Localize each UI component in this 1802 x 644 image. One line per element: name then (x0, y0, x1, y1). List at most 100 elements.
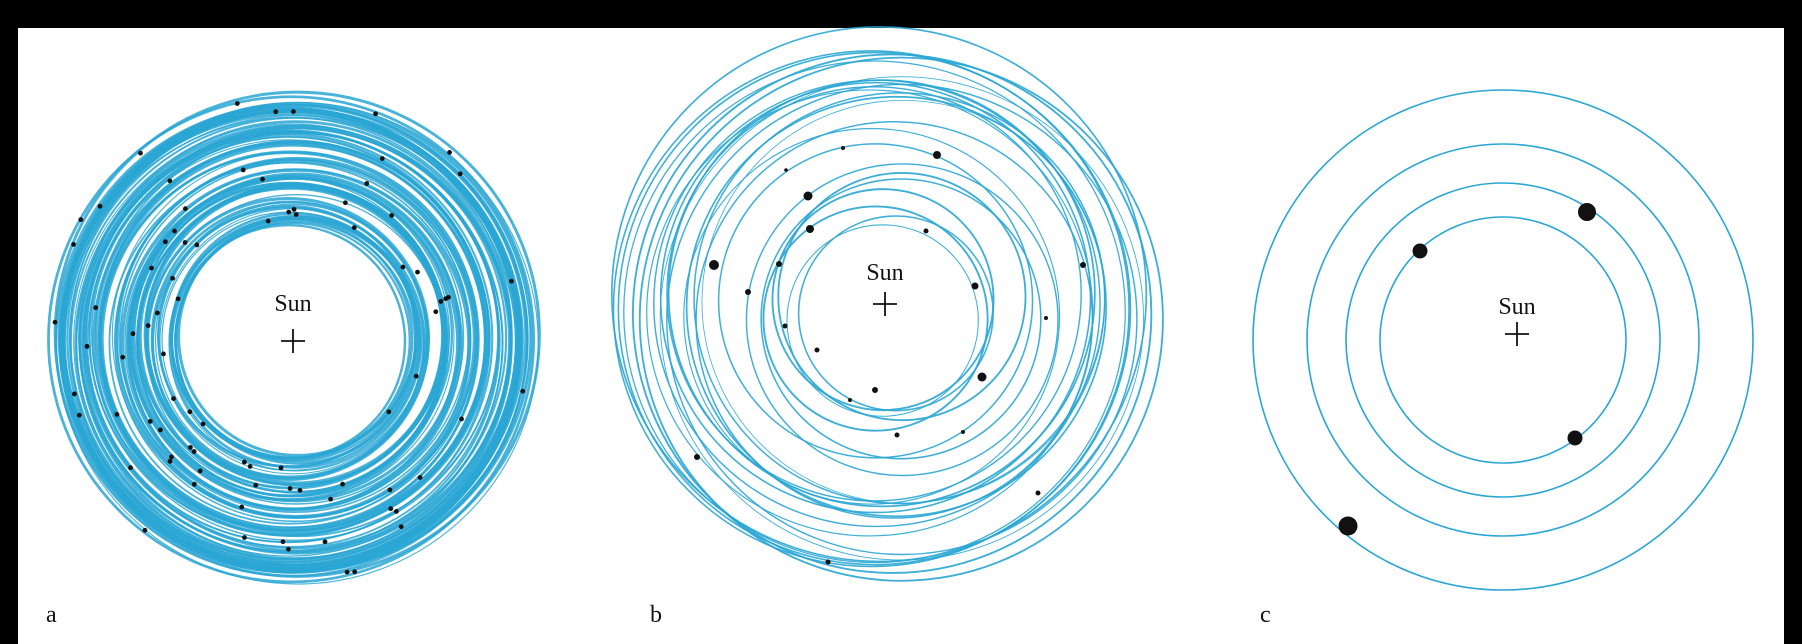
planetesimal (273, 109, 278, 114)
protoplanet (961, 430, 965, 434)
planetesimal (187, 409, 192, 414)
planetesimal (446, 295, 451, 300)
planetesimal (394, 509, 399, 514)
planetesimal (77, 413, 82, 418)
planetesimal (380, 156, 385, 161)
protoplanet (815, 348, 820, 353)
protoplanet (804, 192, 813, 201)
planetesimal (389, 213, 394, 218)
sun-label: Sun (866, 260, 903, 286)
planetesimal (281, 539, 286, 544)
planetesimal (373, 111, 378, 116)
planetesimal (415, 270, 420, 275)
protoplanet (826, 560, 831, 565)
planetesimal (400, 265, 405, 270)
planetesimal (286, 210, 291, 215)
planetesimal (364, 181, 369, 186)
planetesimal (433, 309, 438, 314)
planetesimal (183, 240, 188, 245)
panel-label: c (1260, 602, 1271, 628)
planetesimal (149, 266, 154, 271)
panel-label: a (46, 602, 57, 628)
planetesimal (131, 331, 136, 336)
panel-label: b (650, 602, 662, 628)
planetesimal (192, 482, 197, 487)
planetesimal (458, 171, 463, 176)
planetesimal (168, 459, 173, 464)
planetesimal (120, 355, 125, 360)
planetesimal (294, 212, 299, 217)
planetesimal (72, 392, 77, 397)
planetesimal (167, 178, 172, 183)
planetesimal (172, 229, 177, 234)
planetesimal (260, 177, 265, 182)
planetesimal (170, 276, 175, 281)
planetesimal (158, 428, 163, 433)
protoplanet (1044, 316, 1048, 320)
planetesimal (93, 305, 98, 310)
planetesimal (188, 445, 193, 450)
planetesimal (78, 217, 83, 222)
planetesimal (248, 464, 253, 469)
planetesimal (242, 460, 247, 465)
planetesimal (438, 299, 443, 304)
planetesimal (155, 311, 160, 316)
planetesimal (253, 483, 258, 488)
planetesimal (345, 570, 350, 575)
planet (1339, 517, 1358, 536)
planetesimal (286, 547, 291, 552)
protoplanet (709, 260, 719, 270)
planet (1568, 431, 1583, 446)
planetesimal (169, 455, 174, 460)
planetesimal (235, 101, 240, 106)
protoplanet (784, 168, 788, 172)
planetesimal (53, 320, 58, 325)
protoplanet (972, 283, 979, 290)
protoplanet (895, 433, 900, 438)
planetesimal (418, 475, 423, 480)
protoplanet (978, 373, 987, 382)
protoplanet (783, 324, 788, 329)
planetesimal (163, 239, 168, 244)
planetesimal (328, 497, 333, 502)
sun-label: Sun (274, 291, 311, 317)
planetesimal (520, 389, 525, 394)
planetesimal (192, 449, 197, 454)
planetesimal (201, 422, 206, 427)
planetesimal (115, 412, 120, 417)
planetesimal (85, 344, 90, 349)
planetesimal (198, 468, 203, 473)
protoplanet (694, 454, 700, 460)
planetesimal (388, 488, 393, 493)
protoplanet (848, 398, 852, 402)
planetesimal (298, 488, 303, 493)
planetesimal (279, 465, 284, 470)
protoplanet (924, 229, 929, 234)
planetesimal (509, 279, 514, 284)
protoplanet (1080, 262, 1086, 268)
planetesimal (183, 206, 188, 211)
protoplanet (872, 387, 878, 393)
planetesimal (138, 151, 143, 156)
planetesimal (447, 150, 452, 155)
protoplanet (933, 151, 941, 159)
protoplanet (841, 146, 845, 150)
planetesimal (288, 486, 293, 491)
planetesimal (171, 396, 176, 401)
protoplanet (745, 289, 751, 295)
protoplanet (806, 225, 814, 233)
planetesimal (239, 505, 244, 510)
planetesimal (176, 296, 181, 301)
planetesimal (241, 168, 246, 173)
page: Sun a Sun b Sun c (() => { const data = … (0, 0, 1802, 644)
planetesimal (161, 351, 166, 356)
planetesimal (323, 539, 328, 544)
planetesimal (343, 200, 348, 205)
planetesimal (414, 374, 419, 379)
planetesimal (459, 417, 464, 422)
planetesimal (386, 409, 391, 414)
protoplanet (1036, 491, 1041, 496)
planetesimal (388, 506, 393, 511)
planetesimal (399, 524, 404, 529)
planetesimal (266, 219, 271, 224)
